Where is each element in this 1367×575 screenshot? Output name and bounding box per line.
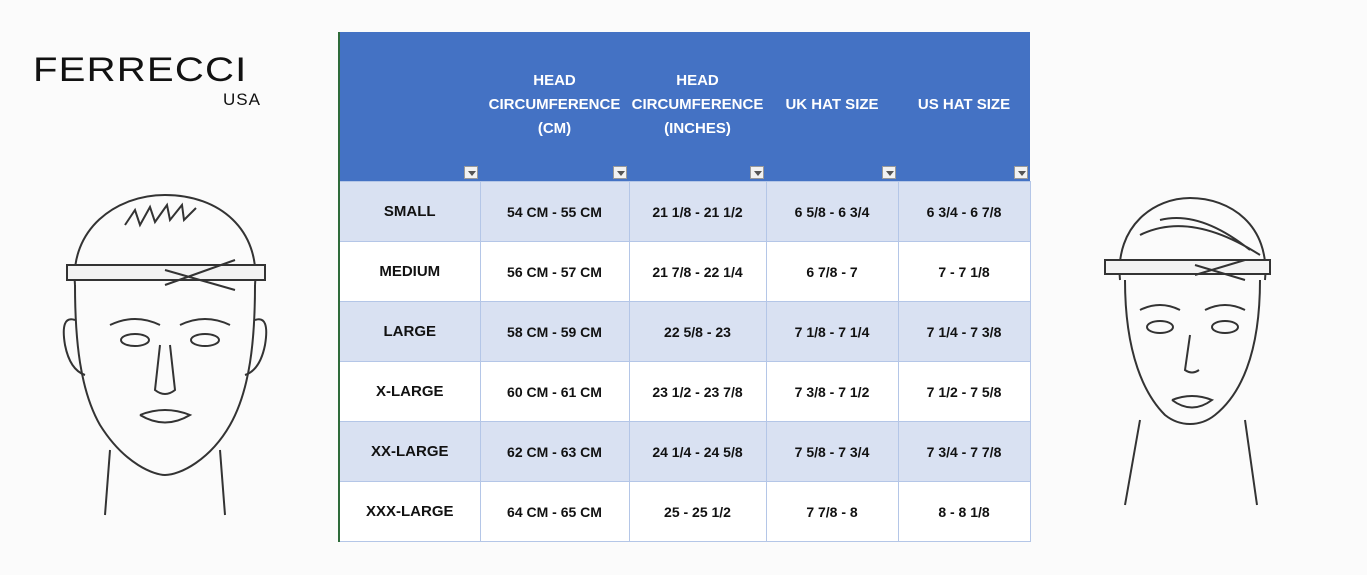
table-cell: 24 1/4 - 24 5/8: [628, 421, 767, 482]
table-cell: 23 1/2 - 23 7/8: [628, 361, 767, 422]
table-cell: 8 - 8 1/8: [897, 481, 1031, 542]
table-cell: 54 CM - 55 CM: [479, 181, 630, 242]
table-cell: 21 1/8 - 21 1/2: [628, 181, 767, 242]
table-cell: 56 CM - 57 CM: [479, 241, 630, 302]
table-row: MEDIUM 56 CM - 57 CM 21 7/8 - 22 1/4 6 7/8 …: [338, 241, 1031, 302]
table-cell: 7 1/4 - 7 3/8: [897, 301, 1031, 362]
female-head-illustration: [1104, 196, 1271, 506]
header-us: US HAT SIZE: [898, 32, 1030, 182]
filter-dropdown-icon[interactable]: [613, 166, 627, 179]
table-cell: 7 5/8 - 7 3/4: [765, 421, 899, 482]
logo-brand: FERRECCI: [33, 51, 248, 89]
filter-dropdown-icon[interactable]: [1014, 166, 1028, 179]
logo-sub: USA: [223, 90, 261, 109]
header-size: [339, 32, 480, 182]
table-cell: 21 7/8 - 22 1/4: [628, 241, 767, 302]
header-cm: HEAD CIRCUMFERENCE (CM): [480, 32, 629, 182]
table-cell: 60 CM - 61 CM: [479, 361, 630, 422]
table-cell: 6 5/8 - 6 3/4: [765, 181, 899, 242]
table-cell: 6 3/4 - 6 7/8: [897, 181, 1031, 242]
table-cell: 7 1/2 - 7 5/8: [897, 361, 1031, 422]
table-cell: 58 CM - 59 CM: [479, 301, 630, 362]
ferrecci-logo: FERRECCI USA: [33, 52, 260, 109]
table-row: LARGE 58 CM - 59 CM 22 5/8 - 23 7 1/8 - 7 1…: [338, 301, 1031, 362]
table-row: X-LARGE 60 CM - 61 CM 23 1/2 - 23 7/8 7 3/8…: [338, 361, 1031, 422]
table-cell: 7 3/4 - 7 7/8: [897, 421, 1031, 482]
filter-dropdown-icon[interactable]: [750, 166, 764, 179]
size-label-cell: SMALL: [338, 181, 481, 242]
filter-dropdown-icon[interactable]: [882, 166, 896, 179]
table-cell: 22 5/8 - 23: [628, 301, 767, 362]
size-label-cell: XX-LARGE: [338, 421, 481, 482]
table-cell: 6 7/8 - 7: [765, 241, 899, 302]
table-cell: 64 CM - 65 CM: [479, 481, 630, 542]
size-label-cell: MEDIUM: [338, 241, 481, 302]
table-cell: 7 7/8 - 8: [765, 481, 899, 542]
size-label-cell: LARGE: [338, 301, 481, 362]
hat-size-table: HEAD CIRCUMFERENCE (CM) HEAD CIRCUMFERENCE(…: [338, 32, 1031, 542]
filter-dropdown-icon[interactable]: [464, 166, 478, 179]
table-cell: 62 CM - 63 CM: [479, 421, 630, 482]
table-row: XX-LARGE 62 CM - 63 CM 24 1/4 - 24 5/8 7 5/…: [338, 421, 1031, 482]
table-cell: 7 - 7 1/8: [897, 241, 1031, 302]
table-cell: 7 1/8 - 7 1/4: [765, 301, 899, 362]
size-label-cell: XXX-LARGE: [338, 481, 481, 542]
table-cell: 25 - 25 1/2: [628, 481, 767, 542]
male-head-illustration: [62, 193, 268, 516]
header-inches: HEAD CIRCUMFERENCE (INCHES): [629, 32, 766, 182]
header-row: HEAD CIRCUMFERENCE (CM) HEAD CIRCUMFERENCE(…: [339, 32, 1030, 182]
size-label-cell: X-LARGE: [338, 361, 481, 422]
table-cell: 7 3/8 - 7 1/2: [765, 361, 899, 422]
table-row: XXX-LARGE 64 CM - 65 CM 25 - 25 1/2 7 7/8 -…: [338, 481, 1031, 542]
table-row: SMALL 54 CM - 55 CM 21 1/8 - 21 1/2 6 5/8 -…: [338, 181, 1031, 242]
header-uk: UK HAT SIZE: [766, 32, 898, 182]
